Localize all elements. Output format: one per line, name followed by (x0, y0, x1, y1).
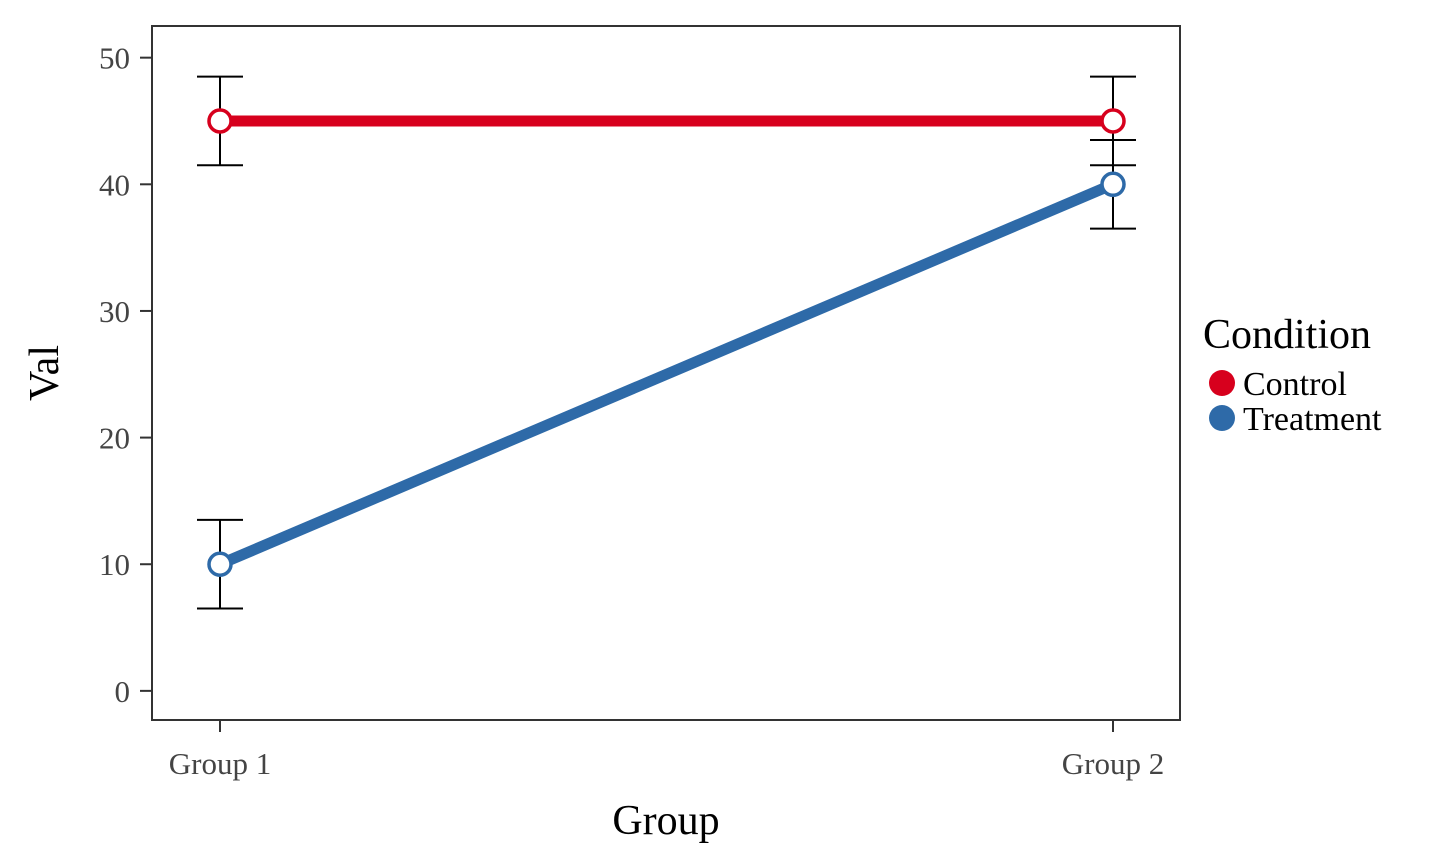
data-point-control-0 (207, 108, 233, 134)
data-point-treatment-0 (207, 551, 233, 577)
data-points (207, 108, 1126, 577)
y-tick-label-5: 50 (99, 41, 130, 76)
data-point-treatment-1 (1100, 171, 1126, 198)
y-tick-label-0: 0 (115, 674, 131, 709)
legend-label-control: Control (1243, 366, 1347, 403)
y-tick-label-3: 30 (99, 294, 130, 329)
legend-key-treatment (1209, 405, 1235, 431)
x-tick-label-1: Group 2 (1062, 746, 1164, 781)
y-axis-title: Val (22, 345, 68, 401)
x-axis: Group 1 Group 2 (169, 720, 1164, 781)
x-tick-label-0: Group 1 (169, 746, 271, 781)
y-tick-label-1: 10 (99, 547, 130, 582)
legend-label-treatment: Treatment (1243, 401, 1382, 438)
y-tick-label-2: 20 (99, 421, 130, 456)
legend-title: Condition (1203, 312, 1371, 358)
data-point-control-1 (1100, 108, 1126, 134)
x-axis-title: Group (612, 798, 719, 844)
series-lines (217, 115, 1116, 570)
series-line-treatment (217, 179, 1116, 570)
y-tick-label-4: 40 (99, 167, 130, 202)
legend-key-control (1209, 370, 1235, 396)
y-axis: 0 10 20 30 40 50 (99, 41, 152, 709)
